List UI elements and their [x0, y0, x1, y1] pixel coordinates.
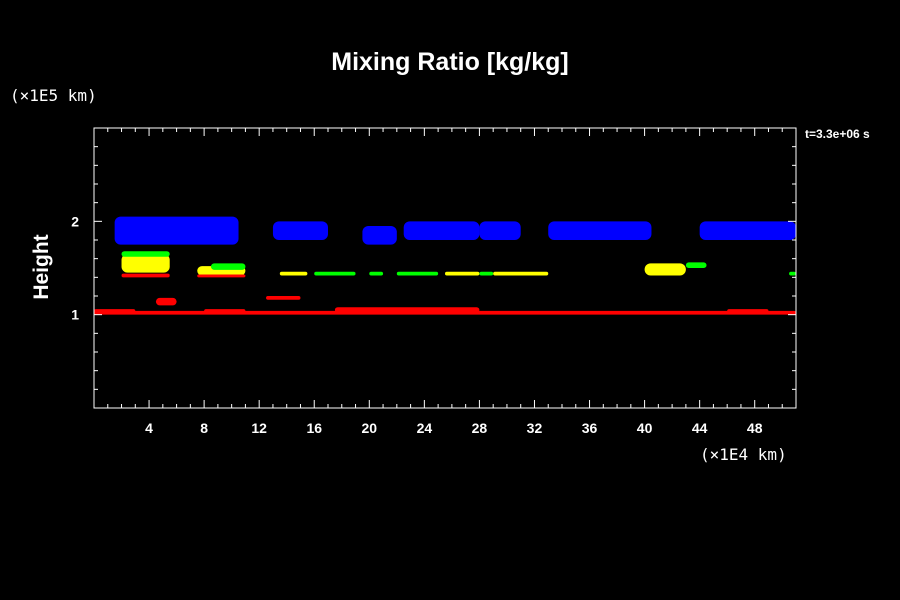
- y-axis-unit: (×1E5 km): [10, 86, 97, 105]
- chart-title: Mixing Ratio [kg/kg]: [331, 48, 569, 76]
- data-region-blue: [114, 216, 239, 245]
- data-region-yellow: [445, 271, 480, 276]
- data-region-red: [727, 309, 769, 313]
- data-region-blue: [699, 221, 796, 240]
- data-region-green: [211, 263, 246, 270]
- data-region-yellow: [644, 263, 686, 276]
- data-region-green: [369, 271, 384, 276]
- data-region-red: [197, 274, 246, 278]
- x-tick-label: 24: [417, 420, 433, 436]
- data-region-blue: [479, 221, 521, 240]
- data-region-yellow: [121, 254, 170, 273]
- x-tick-label: 8: [200, 420, 208, 436]
- data-region-red: [94, 309, 136, 313]
- data-region-blue: [548, 221, 652, 240]
- time-label: t=3.3e+06 s: [805, 127, 870, 141]
- x-tick-label: 40: [637, 420, 653, 436]
- x-axis-unit: (×1E4 km): [700, 445, 787, 464]
- data-region-green: [121, 251, 170, 257]
- y-tick-label: 1: [71, 307, 79, 323]
- data-region-red: [155, 297, 177, 306]
- x-tick-label: 28: [472, 420, 488, 436]
- data-region-blue: [362, 226, 397, 245]
- data-region-yellow: [493, 271, 549, 276]
- data-region-blue: [272, 221, 328, 240]
- x-tick-label: 20: [362, 420, 378, 436]
- data-region-green: [479, 271, 494, 276]
- data-region-green: [314, 271, 356, 276]
- y-tick-label: 2: [71, 213, 79, 229]
- data-region-red: [204, 309, 246, 313]
- x-tick-label: 16: [306, 420, 322, 436]
- data-region-red: [334, 307, 480, 313]
- x-tick-label: 12: [251, 420, 267, 436]
- plot-frame: [93, 127, 797, 409]
- data-region-green: [685, 262, 707, 268]
- x-tick-label: 36: [582, 420, 598, 436]
- data-region-red: [121, 273, 170, 278]
- data-region-yellow: [279, 271, 308, 276]
- data-region-green: [789, 271, 796, 276]
- x-tick-label: 44: [692, 420, 708, 436]
- x-tick-label: 48: [747, 420, 763, 436]
- data-region-red: [266, 296, 301, 300]
- x-tick-label: 32: [527, 420, 543, 436]
- data-region-green: [396, 271, 439, 276]
- x-tick-label: 4: [145, 420, 153, 436]
- data-region-blue: [403, 221, 480, 240]
